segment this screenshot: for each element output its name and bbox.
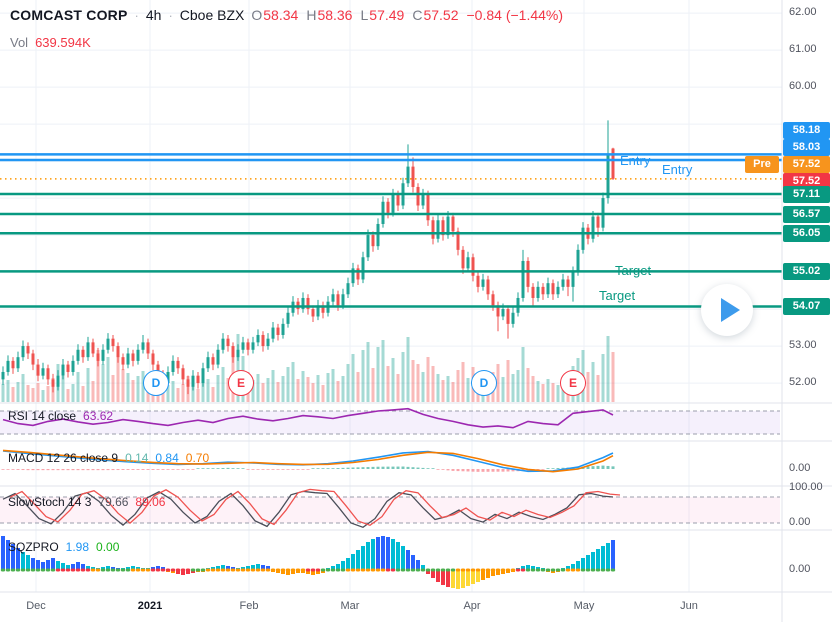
rsi-label: RSI 14 close: [8, 409, 77, 423]
month-label[interactable]: Mar: [340, 600, 360, 612]
month-label[interactable]: May: [573, 600, 595, 612]
price-tick-label: 61.00: [789, 43, 817, 56]
volume-label: Vol: [10, 35, 29, 50]
target-drawing-label[interactable]: Target: [615, 263, 652, 278]
price-tick-label: 52.00: [789, 376, 817, 389]
price-tick-label: 60.00: [789, 80, 817, 93]
close-value: 57.52: [423, 7, 459, 23]
month-label[interactable]: Feb: [239, 600, 259, 612]
month-label[interactable]: Apr: [463, 600, 481, 612]
target-drawing-label[interactable]: Target: [599, 288, 636, 303]
dividend-event-marker[interactable]: D: [471, 370, 497, 396]
macd-signal-value: 0.70: [185, 451, 210, 465]
open-label: O: [251, 7, 263, 23]
low-value: 57.49: [369, 7, 405, 23]
sqzpro-pane: [0, 536, 616, 589]
separator-dot: ·: [134, 7, 139, 23]
indicator-tick-label: 0.00: [789, 516, 811, 528]
rsi-value: 63.62: [83, 409, 114, 423]
ohlc-values: O 58.34 H 58.36 L 57.49 C 57.52 −0.84 (−1.44…: [251, 7, 563, 23]
sqzpro-legend[interactable]: SQZPRO 1.98 0.00: [8, 540, 119, 554]
rsi-legend[interactable]: RSI 14 close 63.62: [8, 409, 113, 423]
rsi-pane: [0, 407, 780, 435]
change-value: −0.84 (−1.44%): [466, 7, 564, 23]
close-label: C: [412, 7, 423, 23]
stoch-k-value: 79.66: [98, 495, 129, 509]
price-badge: 57.11: [783, 185, 830, 203]
symbol-legend[interactable]: COMCAST CORP · 4h · Cboe BZX O 58.34 H 58.…: [10, 7, 563, 23]
entry-drawing-label[interactable]: Entry: [620, 153, 651, 168]
open-value: 58.34: [263, 7, 299, 23]
symbol-name: COMCAST CORP: [10, 7, 128, 23]
sqzpro-value1: 1.98: [65, 540, 90, 554]
price-badge: 55.02: [783, 262, 830, 280]
high-value: 58.36: [317, 7, 353, 23]
earnings-event-marker[interactable]: E: [228, 370, 254, 396]
high-label: H: [306, 7, 317, 23]
indicator-tick-label: 100.00: [789, 481, 823, 493]
stoch-pane: [0, 488, 780, 529]
month-label[interactable]: Dec: [26, 600, 46, 612]
play-icon: [721, 298, 740, 322]
low-label: L: [360, 7, 369, 23]
macd-pane: [1, 449, 615, 473]
sqzpro-label: SQZPRO: [8, 540, 59, 554]
sqzpro-value2: 0.00: [96, 540, 120, 554]
macd-label: MACD 12 26 close 9: [8, 451, 119, 465]
candles-layer: [1, 120, 615, 395]
macd-hist-value: 0.14: [125, 451, 149, 465]
indicator-tick-label: 0.00: [789, 462, 811, 474]
separator-dot: ·: [168, 7, 173, 23]
replay-play-button[interactable]: [701, 284, 753, 336]
month-label[interactable]: Jun: [680, 600, 698, 612]
interval-label: 4h: [145, 7, 162, 23]
price-badge: 56.05: [783, 224, 830, 242]
stoch-d-value: 89.06: [135, 495, 166, 509]
price-badge: 56.57: [783, 205, 830, 223]
drawing-lines: [0, 153, 782, 308]
earnings-event-marker[interactable]: E: [560, 370, 586, 396]
price-badge: 57.52: [783, 155, 830, 173]
stoch-legend[interactable]: SlowStoch 14 3 79.66 89.06: [8, 495, 165, 509]
price-tick-label: 62.00: [789, 6, 817, 19]
year-label[interactable]: 2021: [137, 600, 163, 612]
stoch-label: SlowStoch 14 3: [8, 495, 92, 509]
price-tick-label: 53.00: [789, 339, 817, 352]
macd-legend[interactable]: MACD 12 26 close 9 0.14 0.84 0.70: [8, 451, 209, 465]
price-badge: 58.18: [783, 121, 830, 139]
premarket-badge: Pre: [745, 155, 779, 173]
volume-legend[interactable]: Vol 639.594K: [10, 35, 91, 50]
macd-line-value: 0.84: [155, 451, 179, 465]
price-badge: 54.07: [783, 297, 830, 315]
exchange-label: Cboe BZX: [179, 7, 245, 23]
entry-drawing-label[interactable]: Entry: [662, 162, 693, 177]
price-badge: 58.03: [783, 138, 830, 156]
dividend-event-marker[interactable]: D: [143, 370, 169, 396]
price-badge: 57.52: [783, 172, 830, 190]
indicator-tick-label: 0.00: [789, 563, 811, 575]
volume-value: 639.594K: [35, 35, 91, 50]
